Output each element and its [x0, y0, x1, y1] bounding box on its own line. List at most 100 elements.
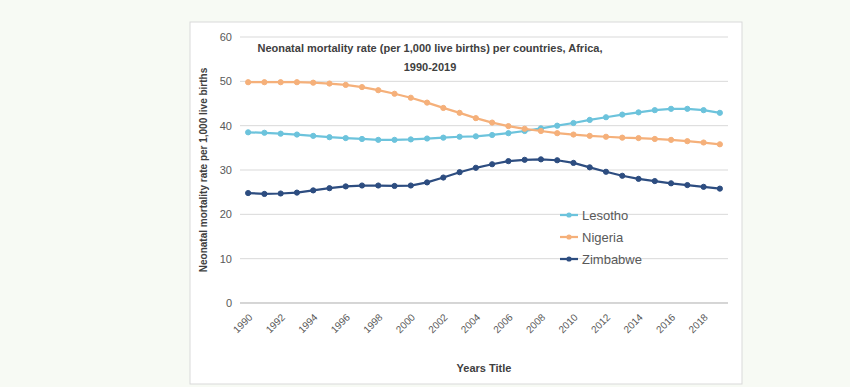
series-marker: [246, 80, 251, 85]
legend-label: Zimbabwe: [582, 252, 642, 267]
series-marker: [490, 162, 495, 167]
series-line: [248, 109, 720, 140]
y-tick-label: 20: [220, 208, 232, 220]
series-line: [248, 82, 720, 144]
series-marker: [473, 116, 478, 121]
series-marker: [490, 120, 495, 125]
series-marker: [636, 110, 641, 115]
x-tick-label: 2012: [589, 311, 613, 335]
series-marker: [294, 190, 299, 195]
series-marker: [490, 132, 495, 137]
x-tick-label: 1998: [361, 311, 385, 335]
series-marker: [587, 165, 592, 170]
series-marker: [376, 88, 381, 93]
series-marker: [457, 110, 462, 115]
chart: 0102030405060199019921994199619982000200…: [0, 0, 850, 387]
series-marker: [278, 80, 283, 85]
y-tick-label: 0: [226, 297, 232, 309]
series-marker: [717, 110, 722, 115]
series-marker: [717, 186, 722, 191]
series-marker: [343, 184, 348, 189]
legend-marker: [566, 256, 571, 261]
series-marker: [311, 80, 316, 85]
x-tick-label: 2002: [426, 311, 450, 335]
chart-area: [190, 22, 742, 384]
x-tick-label: 2000: [394, 311, 418, 335]
series-marker: [506, 131, 511, 136]
series-marker: [392, 91, 397, 96]
y-tick-label: 50: [220, 75, 232, 87]
series-marker: [359, 84, 364, 89]
series-marker: [538, 128, 543, 133]
series-marker: [652, 178, 657, 183]
series-marker: [359, 183, 364, 188]
series-marker: [424, 180, 429, 185]
series-marker: [603, 169, 608, 174]
series-marker: [701, 108, 706, 113]
series-marker: [620, 173, 625, 178]
series-marker: [441, 175, 446, 180]
y-tick-label: 30: [220, 164, 232, 176]
series-marker: [668, 106, 673, 111]
series-marker: [376, 183, 381, 188]
y-tick-label: 40: [220, 120, 232, 132]
grid-line: [240, 170, 728, 171]
series-marker: [392, 137, 397, 142]
series-marker: [555, 158, 560, 163]
series-marker: [620, 112, 625, 117]
grid-line: [240, 125, 728, 126]
series-marker: [392, 183, 397, 188]
series-marker: [685, 139, 690, 144]
x-tick-label: 2014: [621, 311, 645, 335]
x-axis-line: [240, 303, 728, 304]
legend-marker: [566, 234, 571, 239]
legend-marker: [566, 212, 571, 217]
series-marker: [652, 136, 657, 141]
series-marker: [620, 135, 625, 140]
series-marker: [408, 137, 413, 142]
series-marker: [538, 157, 543, 162]
plot-series: [246, 80, 723, 197]
y-tick-label: 60: [220, 31, 232, 43]
series-marker: [668, 137, 673, 142]
series-marker: [424, 136, 429, 141]
series-marker: [294, 80, 299, 85]
series-marker: [311, 188, 316, 193]
grid-line: [240, 214, 728, 215]
series-marker: [457, 134, 462, 139]
x-tick-label: 1992: [264, 311, 288, 335]
x-tick-label: 2016: [654, 311, 678, 335]
series-marker: [246, 130, 251, 135]
series-marker: [262, 191, 267, 196]
series-marker: [278, 131, 283, 136]
series-marker: [441, 105, 446, 110]
series-marker: [571, 160, 576, 165]
x-axis-label: Years Title: [457, 362, 512, 374]
series-marker: [408, 183, 413, 188]
series-marker: [587, 117, 592, 122]
title-line: Neonatal mortality rate (per 1,000 live …: [258, 42, 603, 54]
series-marker: [717, 142, 722, 147]
series-marker: [685, 106, 690, 111]
series-marker: [555, 131, 560, 136]
series-marker: [603, 115, 608, 120]
x-tick-label: 2004: [459, 311, 483, 335]
series-marker: [473, 134, 478, 139]
series-marker: [441, 135, 446, 140]
series-marker: [457, 170, 462, 175]
series-marker: [473, 165, 478, 170]
series-marker: [327, 186, 332, 191]
series-marker: [587, 133, 592, 138]
series-marker: [701, 140, 706, 145]
series-marker: [668, 181, 673, 186]
series-marker: [262, 130, 267, 135]
series-marker: [636, 135, 641, 140]
series-marker: [506, 159, 511, 164]
series-marker: [359, 136, 364, 141]
series-line: [248, 159, 720, 194]
series-marker: [603, 134, 608, 139]
x-tick-label: 2018: [686, 311, 710, 335]
series-marker: [343, 82, 348, 87]
series-marker: [522, 126, 527, 131]
series-marker: [376, 137, 381, 142]
